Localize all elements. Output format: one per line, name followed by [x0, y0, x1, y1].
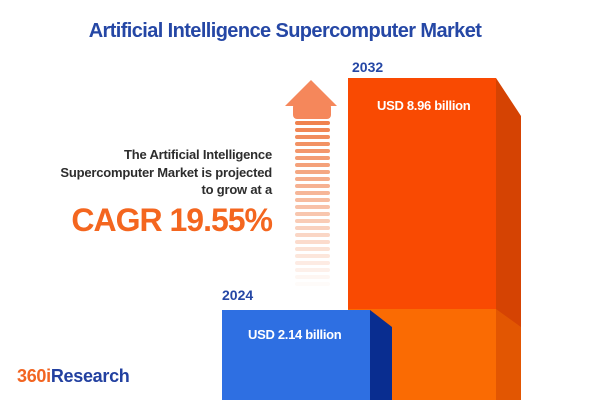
page-title: Artificial Intelligence Supercomputer Ma… [88, 20, 482, 42]
arrow-head-icon [285, 80, 337, 106]
logo: 360iResearch [17, 366, 130, 387]
logo-suffix: Research [50, 366, 130, 386]
year-label-2032: 2032 [352, 59, 384, 75]
description-block: The Artificial Intelligence Supercompute… [0, 146, 273, 239]
logo-prefix: 360i [17, 366, 51, 386]
cagr-value: CAGR 19.55% [71, 201, 273, 238]
year-label-2024: 2024 [222, 287, 254, 303]
description-line-1: The Artificial Intelligence [124, 147, 272, 162]
bar-2024-front [222, 310, 370, 400]
bar-2024-side [370, 310, 392, 400]
arrow-stripes [295, 121, 330, 289]
bar-2032-segment-side [496, 309, 521, 400]
value-label-2024: USD 2.14 billion [248, 327, 342, 342]
value-label-2032: USD 8.96 billion [377, 98, 471, 113]
arrow-stub [293, 103, 331, 119]
description-line-2: Supercomputer Market is projected [60, 164, 272, 180]
description-line-3: to grow at a [201, 182, 272, 197]
